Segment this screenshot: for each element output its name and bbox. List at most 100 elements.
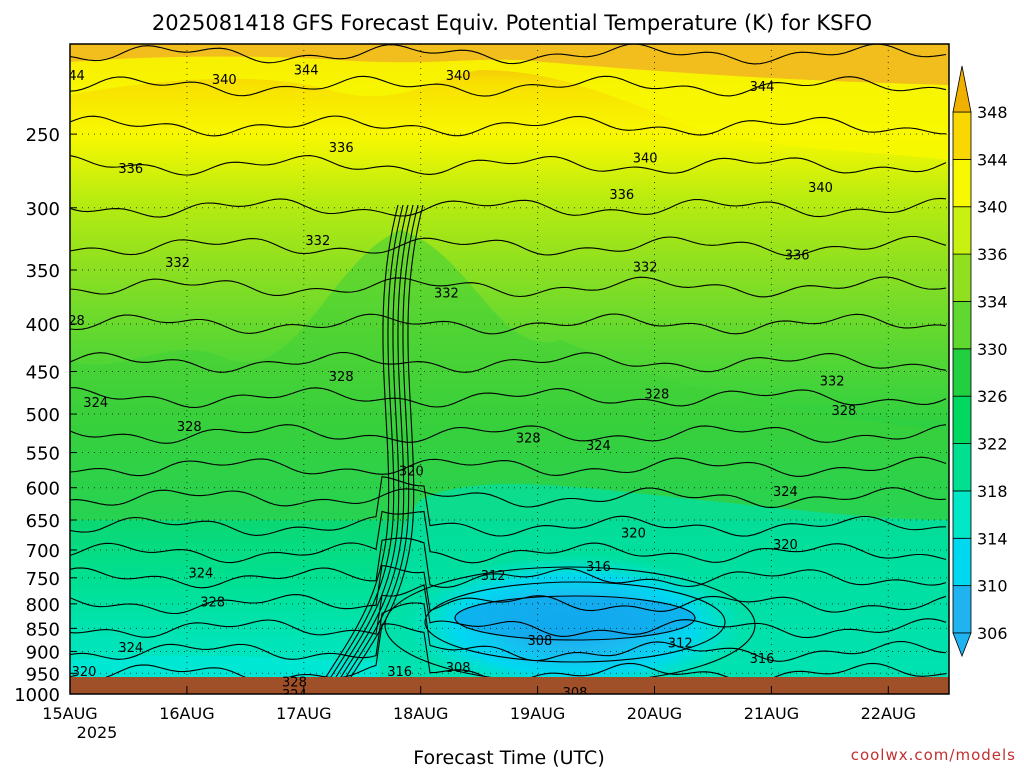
chart-title: 2025081418 GFS Forecast Equiv. Potential… bbox=[152, 11, 872, 35]
contour-label: 328 bbox=[329, 370, 354, 385]
contour-label: 344 bbox=[750, 80, 775, 95]
contour-label: 332 bbox=[305, 234, 330, 249]
contour-line bbox=[317, 204, 399, 691]
contour-label: 336 bbox=[609, 188, 634, 203]
contour-line bbox=[70, 75, 947, 97]
colorbar-label: 340 bbox=[977, 198, 1008, 217]
colorbar-segment bbox=[952, 206, 972, 255]
contour-label: 324 bbox=[83, 396, 108, 411]
contour-label: 328 bbox=[177, 420, 202, 435]
colorbar-label: 348 bbox=[977, 103, 1008, 122]
plot-area: 344 340 344 340 344 336 336 340 336 340 332 332 332 3… bbox=[70, 44, 949, 703]
colorbar-label: 326 bbox=[977, 387, 1008, 406]
contour-line bbox=[70, 115, 947, 137]
y-tick-label: 450 bbox=[26, 363, 60, 384]
contour-line bbox=[327, 204, 409, 691]
contour-label: 332 bbox=[434, 286, 459, 301]
contour-line bbox=[332, 204, 414, 691]
colorbar-label: 330 bbox=[977, 340, 1008, 359]
colorbar-label: 322 bbox=[977, 435, 1008, 454]
contour-label: 340 bbox=[212, 73, 237, 88]
contour-line bbox=[70, 387, 947, 409]
colorbar-label: 314 bbox=[977, 529, 1008, 548]
contour-line bbox=[454, 595, 696, 641]
grid-lines bbox=[70, 44, 949, 694]
x-tick-label: 18AUG bbox=[393, 704, 448, 723]
contour-line bbox=[70, 235, 947, 257]
contour-line bbox=[70, 476, 947, 537]
colorbar: 306 310 314 318 322 326 330 334 336 340 344 348 bbox=[952, 65, 1008, 658]
x-axis: 15AUG 16AUG 17AUG 18AUG 19AUG 20AUG 21AUG 22AUG bbox=[42, 686, 916, 723]
y-tick-label: 700 bbox=[26, 541, 60, 562]
contour-label: 324 bbox=[282, 688, 307, 703]
colorbar-segment bbox=[952, 395, 972, 444]
contour-label: 312 bbox=[481, 569, 506, 584]
contour-label: 336 bbox=[785, 249, 810, 264]
colorbar-segment bbox=[952, 158, 972, 208]
contour-label: 328 bbox=[516, 432, 541, 447]
x-tick-label: 17AUG bbox=[276, 704, 331, 723]
contour-line bbox=[337, 204, 419, 691]
contour-line bbox=[70, 510, 947, 564]
contour-line bbox=[70, 602, 947, 662]
contour-label: 336 bbox=[118, 162, 143, 177]
contour-line bbox=[70, 276, 947, 298]
contour-label: 308 bbox=[563, 686, 588, 701]
surface-terrain bbox=[70, 677, 949, 694]
contour-label: 328 bbox=[200, 595, 225, 610]
contour-label: 328 bbox=[831, 404, 856, 419]
y-tick-label: 850 bbox=[26, 619, 60, 640]
contour-label: 308 bbox=[446, 661, 471, 676]
contour-label: 332 bbox=[165, 256, 190, 271]
y-tick-label: 650 bbox=[26, 511, 60, 532]
contour-label: 320 bbox=[72, 665, 97, 680]
contour-line bbox=[70, 537, 947, 589]
colorbar-segment bbox=[952, 111, 972, 160]
contour-label: 320 bbox=[399, 465, 424, 480]
contour-label: 316 bbox=[750, 652, 775, 667]
contour-label: 308 bbox=[528, 634, 553, 649]
contour-label: 340 bbox=[446, 69, 471, 84]
contour-label: 328 bbox=[644, 387, 669, 402]
contour-line bbox=[424, 581, 726, 663]
contour-label: 332 bbox=[633, 261, 658, 276]
x-tick-label: 16AUG bbox=[159, 704, 214, 723]
y-tick-label: 400 bbox=[26, 315, 60, 336]
contour-line bbox=[70, 197, 947, 218]
contour-label: 340 bbox=[808, 181, 833, 196]
contour-line bbox=[70, 564, 947, 615]
contour-label: 328 bbox=[282, 676, 307, 691]
y-tick-label: 1000 bbox=[14, 685, 60, 706]
colorbar-segment bbox=[952, 443, 972, 492]
colorbar-label: 344 bbox=[977, 150, 1008, 169]
contour-line bbox=[70, 351, 947, 373]
y-tick-label: 550 bbox=[26, 444, 60, 465]
contour-line bbox=[70, 155, 947, 176]
y-tick-label: 900 bbox=[26, 642, 60, 663]
y-axis: 2503003504004505005506006507007508008509… bbox=[14, 125, 77, 706]
colorbar-segment bbox=[952, 253, 972, 302]
x-tick-label: 15AUG bbox=[42, 704, 97, 723]
y-tick-label: 300 bbox=[26, 199, 60, 220]
contour-label: 336 bbox=[329, 141, 354, 156]
colorbar-label: 310 bbox=[977, 577, 1008, 596]
colorbar-label: 306 bbox=[977, 624, 1008, 643]
x-tick-label: 19AUG bbox=[510, 704, 565, 723]
contour-lines bbox=[70, 44, 947, 691]
y-tick-label: 250 bbox=[26, 125, 60, 146]
contour-label: 324 bbox=[189, 566, 214, 581]
contour-label: 344 bbox=[294, 63, 319, 78]
contour-line bbox=[70, 313, 947, 335]
credit-text: coolwx.com/models bbox=[851, 746, 1016, 764]
y-tick-label: 350 bbox=[26, 261, 60, 282]
colorbar-segment bbox=[952, 537, 972, 587]
y-tick-label: 750 bbox=[26, 569, 60, 590]
contour-label: 320 bbox=[773, 538, 798, 553]
y-tick-label: 800 bbox=[26, 595, 60, 616]
colorbar-top-arrow bbox=[952, 65, 972, 113]
colorbar-segment bbox=[952, 301, 972, 350]
contour-label: 312 bbox=[668, 636, 693, 651]
contour-label: 324 bbox=[586, 439, 611, 454]
contour-label: 316 bbox=[586, 560, 611, 575]
